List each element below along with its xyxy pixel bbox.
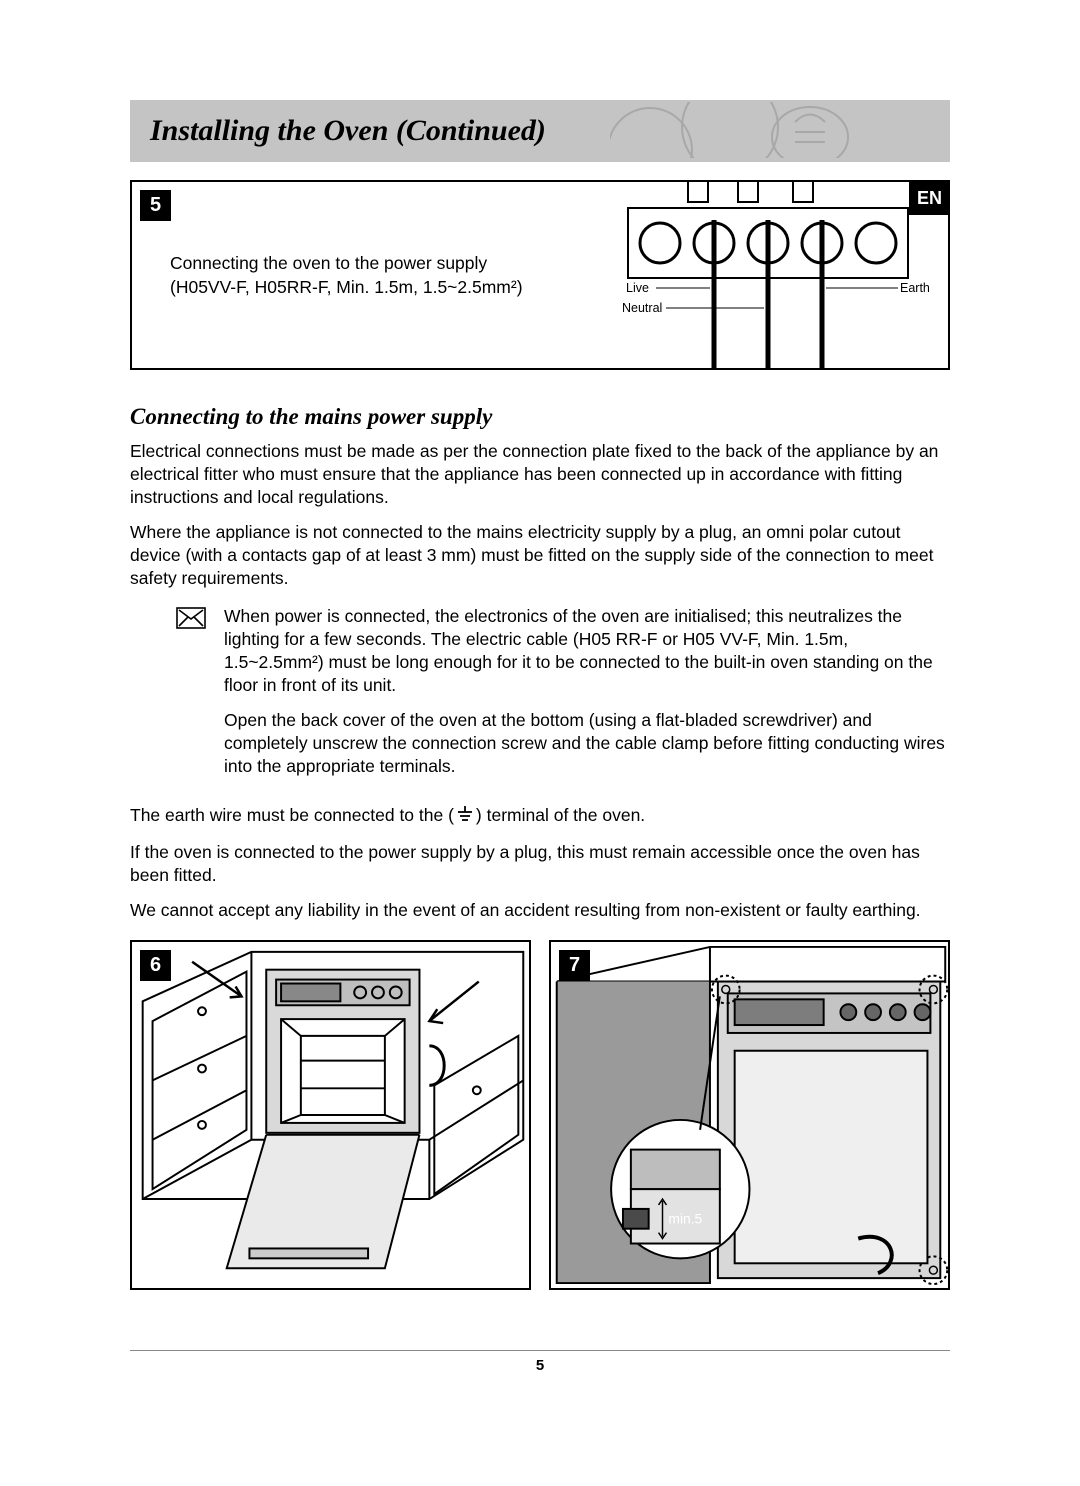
paragraph-3: The earth wire must be connected to the … [130,804,950,828]
oven-gap-illustration: min.5 [551,942,948,1288]
para3-part-b: ) terminal of the oven. [476,805,645,825]
section-heading: Connecting to the mains power supply [130,404,950,430]
note-block: When power is connected, the electronics… [176,605,950,791]
title-decoration [610,102,860,158]
manual-page: Installing the Oven (Continued) EN 5 Con… [0,0,1080,1434]
figure-7: 7 [549,940,950,1290]
step-badge-6: 6 [140,950,171,981]
neutral-label: Neutral [622,301,662,315]
note-paragraph-1: When power is connected, the electronics… [224,605,950,697]
fig5-line2: (H05VV-F, H05RR-F, Min. 1.5m, 1.5~2.5mm²… [170,277,523,297]
live-label: Live [626,281,649,295]
paragraph-4: If the oven is connected to the power su… [130,841,950,887]
step-badge-5: 5 [140,190,171,221]
figure-5-caption: Connecting the oven to the power supply … [170,252,523,299]
min5-label: min.5 [668,1211,702,1227]
fig5-line1: Connecting the oven to the power supply [170,253,487,273]
note-paragraph-2: Open the back cover of the oven at the b… [224,709,950,778]
oven-insert-illustration [132,942,529,1288]
figure-5: 5 Connecting the oven to the power suppl… [130,180,950,370]
paragraph-1: Electrical connections must be made as p… [130,440,950,509]
title-bar: Installing the Oven (Continued) [130,100,950,162]
terminal-block-diagram: Live Neutral Earth [598,180,938,375]
figure-6: 6 [130,940,531,1290]
note-content: When power is connected, the electronics… [224,605,950,791]
earth-label: Earth [900,281,930,295]
paragraph-5: We cannot accept any liability in the ev… [130,899,950,922]
step-badge-7: 7 [559,950,590,981]
paragraph-2: Where the appliance is not connected to … [130,521,950,590]
para3-part-a: The earth wire must be connected to the … [130,805,454,825]
earth-symbol-icon [456,805,474,829]
page-footer: 5 [130,1350,950,1374]
bottom-figures: 6 [130,940,950,1290]
page-number: 5 [536,1357,544,1374]
note-icon [176,605,224,791]
